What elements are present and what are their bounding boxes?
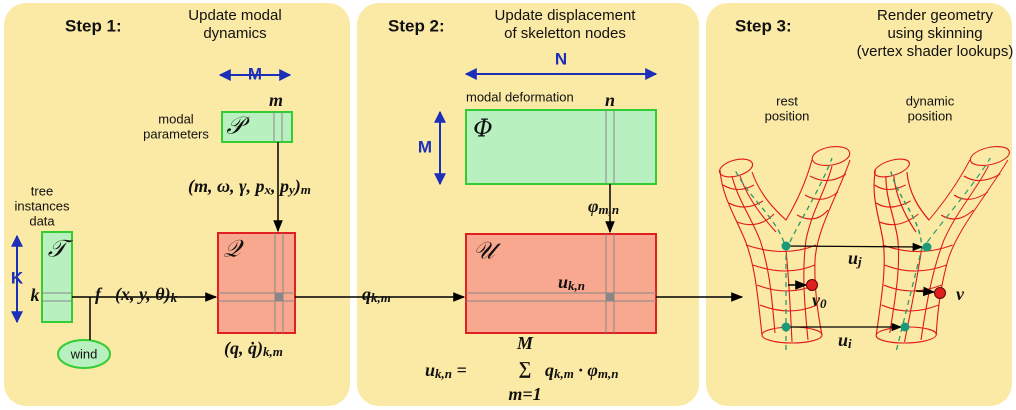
step-label: Step 3: bbox=[735, 16, 792, 35]
caption: position bbox=[908, 108, 953, 123]
math-part: · φ bbox=[574, 360, 598, 380]
math-part: φ bbox=[588, 196, 599, 216]
subscript: k,m bbox=[371, 290, 391, 305]
math-label: qk,m bbox=[362, 284, 391, 305]
subscript: k,m bbox=[263, 344, 283, 359]
node bbox=[900, 322, 910, 332]
step-label: Step 1: bbox=[65, 16, 122, 35]
subscript: i bbox=[848, 336, 852, 351]
math-label: v0 bbox=[812, 290, 827, 311]
math-label: uk,n = bbox=[425, 360, 467, 381]
sum: ∑ bbox=[519, 358, 532, 378]
math-part: = bbox=[452, 360, 467, 380]
subscript: m,n bbox=[599, 202, 620, 217]
cell bbox=[275, 293, 283, 301]
math-part: f⃗(x, y, θ) bbox=[95, 284, 171, 305]
vertex bbox=[934, 287, 946, 299]
math-part: u bbox=[425, 360, 435, 380]
index: k bbox=[31, 285, 40, 305]
step-title: Update modal bbox=[188, 7, 281, 24]
index: n bbox=[605, 90, 615, 110]
index: m bbox=[269, 90, 283, 110]
math-part: u bbox=[848, 248, 858, 268]
caption: parameters bbox=[143, 126, 209, 141]
math-label: φm,n bbox=[588, 196, 619, 217]
dimension: K bbox=[11, 268, 24, 287]
caption: dynamic bbox=[906, 93, 955, 108]
math-label: (q, q̇)k,m bbox=[224, 338, 283, 359]
dimension: N bbox=[555, 49, 567, 68]
caption: position bbox=[765, 108, 810, 123]
caption: modal deformation bbox=[466, 89, 574, 104]
subscript: k bbox=[171, 290, 178, 305]
matrix-t bbox=[41, 231, 73, 323]
sum-limit: M bbox=[516, 333, 534, 353]
math-label: f⃗(x, y, θ)k bbox=[95, 284, 178, 305]
caption: tree bbox=[31, 183, 53, 198]
matrix-q bbox=[217, 232, 296, 334]
caption: rest bbox=[776, 93, 798, 108]
dimension: M bbox=[418, 137, 432, 156]
caption: modal bbox=[158, 111, 194, 126]
subscript: k,n bbox=[435, 366, 452, 381]
dimension: M bbox=[248, 64, 262, 83]
step-title: of skeletton nodes bbox=[504, 25, 626, 42]
step-title: using skinning bbox=[887, 25, 982, 42]
sum-limit: m=1 bbox=[508, 384, 541, 404]
subscript: k,n bbox=[568, 278, 585, 293]
subscript: m,n bbox=[598, 366, 619, 381]
caption: data bbox=[29, 213, 55, 228]
math-part: u bbox=[558, 272, 568, 292]
subscript: 0 bbox=[820, 296, 827, 311]
math-part: v bbox=[812, 290, 821, 310]
step-title: (vertex shader lookups) bbox=[857, 43, 1014, 60]
matrix-p bbox=[221, 111, 293, 143]
math-part: (q, q̇) bbox=[224, 338, 263, 359]
matrix-phi bbox=[465, 109, 657, 185]
panel bbox=[706, 3, 1012, 406]
math-part: u bbox=[838, 330, 848, 350]
math-label: qk,m · φm,n bbox=[545, 360, 619, 381]
math-part: , p bbox=[270, 176, 289, 196]
matrix-symbol: Φ bbox=[473, 115, 493, 143]
node bbox=[922, 242, 932, 252]
matrix-symbol: 𝒬 bbox=[223, 235, 244, 263]
cell bbox=[606, 293, 614, 301]
math-part: (m, ω, γ, p bbox=[188, 176, 265, 197]
node bbox=[781, 241, 791, 251]
arrow bbox=[915, 286, 936, 297]
math-label: (m, ω, γ, px, py)m bbox=[188, 176, 311, 197]
math-part: q bbox=[545, 360, 554, 380]
subscript: x bbox=[264, 182, 272, 197]
math-label: uj bbox=[848, 248, 862, 269]
node-label: wind bbox=[70, 346, 98, 361]
step-title: Update displacement bbox=[495, 7, 637, 24]
step-title: Render geometry bbox=[877, 7, 993, 24]
wind-node bbox=[57, 339, 111, 369]
arrow bbox=[785, 242, 924, 252]
step-title: dynamics bbox=[203, 25, 266, 42]
matrix-u bbox=[465, 233, 657, 334]
subscript: m bbox=[301, 182, 311, 197]
math-part: ) bbox=[293, 176, 301, 197]
subscript: y bbox=[287, 182, 295, 197]
node bbox=[781, 322, 791, 332]
subscript: j bbox=[856, 254, 862, 269]
math-label: v bbox=[956, 284, 965, 304]
step-label: Step 2: bbox=[388, 16, 445, 35]
math-part: q bbox=[362, 284, 371, 304]
subscript: k,m bbox=[554, 366, 574, 381]
caption: instances bbox=[15, 198, 70, 213]
math-label: uk,n bbox=[558, 272, 585, 293]
math-label: ui bbox=[838, 330, 852, 351]
vertex bbox=[806, 279, 818, 291]
